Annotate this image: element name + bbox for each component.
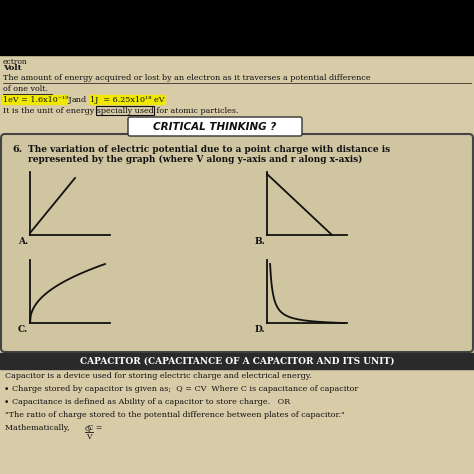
Text: "The ratio of charge stored to the potential difference between plates of capaci: "The ratio of charge stored to the poten… (5, 411, 345, 419)
Text: Q: Q (85, 424, 91, 432)
Text: CAPACITOR (CAPACITANCE OF A CAPACITOR AND ITS UNIT): CAPACITOR (CAPACITANCE OF A CAPACITOR AN… (80, 356, 394, 365)
Text: A.: A. (18, 237, 28, 246)
Text: The variation of electric potential due to a point charge with distance is: The variation of electric potential due … (28, 145, 390, 154)
Text: •: • (4, 398, 9, 407)
Bar (96, 106, 154, 115)
Text: ectron: ectron (3, 58, 28, 66)
Text: •: • (4, 385, 9, 394)
Text: Capacitor is a device used for storing electric charge and electrical energy.: Capacitor is a device used for storing e… (5, 372, 312, 380)
Bar (0, 55, 474, 474)
Text: Volt: Volt (3, 64, 22, 72)
Text: Mathematically,       C =: Mathematically, C = (5, 424, 102, 432)
Text: It is the unit of energy specially used for atomic particles.: It is the unit of energy specially used … (3, 107, 238, 115)
Bar (0, 0, 474, 55)
Text: V: V (86, 433, 91, 441)
Text: The amount of energy acquired or lost by an electron as it traverses a potential: The amount of energy acquired or lost by… (3, 74, 371, 82)
Text: D.: D. (255, 325, 265, 334)
Text: CRITICAL THINKING ?: CRITICAL THINKING ? (154, 121, 277, 131)
Bar (2, 95, 67, 104)
Text: 1eV = 1.6x10⁻¹⁹J: 1eV = 1.6x10⁻¹⁹J (3, 96, 72, 104)
FancyBboxPatch shape (128, 117, 302, 136)
Text: Capacitance is defined as Ability of a capacitor to store charge.   OR: Capacitance is defined as Ability of a c… (12, 398, 290, 406)
Text: C.: C. (18, 325, 28, 334)
Text: and: and (72, 96, 87, 104)
Text: of one volt.: of one volt. (3, 85, 48, 93)
Text: 1J  = 6.25x10¹⁸ eV: 1J = 6.25x10¹⁸ eV (90, 96, 164, 104)
Text: Charge stored by capacitor is given as;  Q = CV  Where C is capacitance of capac: Charge stored by capacitor is given as; … (12, 385, 358, 393)
Bar (89, 95, 165, 104)
Bar (0, 353, 474, 369)
Text: represented by the graph (where V along y-axis and r along x-axis): represented by the graph (where V along … (28, 155, 363, 164)
FancyBboxPatch shape (1, 134, 473, 352)
Text: 6.: 6. (12, 145, 22, 154)
Text: B.: B. (255, 237, 266, 246)
